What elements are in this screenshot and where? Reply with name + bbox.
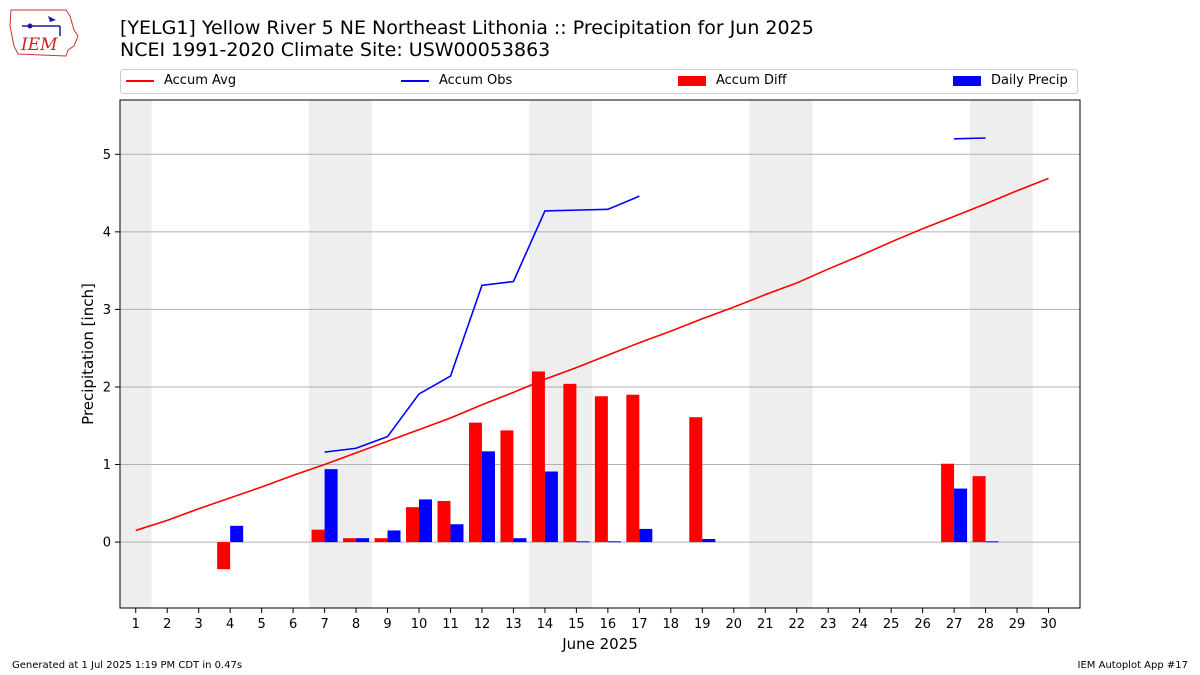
y-tick-label: 4 [103,225,111,240]
legend-swatch [126,79,154,82]
daily-precip-bar [356,538,370,543]
daily-precip-bar [387,530,401,543]
daily-precip-bar [576,541,590,543]
legend-accum-obs: Accum Obs [401,73,512,88]
x-tick-label: 14 [537,617,554,632]
x-tick-label: 19 [694,617,711,632]
daily-precip-bar [702,538,716,543]
accum-diff-bar [531,371,545,543]
weekend-shade [120,100,152,608]
legend-swatch [953,75,981,86]
daily-precip-bar [544,471,558,543]
x-tick-label: 24 [851,617,868,632]
accum-diff-bar [563,383,577,543]
legend-label: Accum Diff [716,73,787,88]
x-tick-label: 20 [725,617,742,632]
y-axis-label: Precipitation [inch] [79,283,97,425]
x-tick-label: 13 [505,617,522,632]
x-tick-label: 1 [132,617,140,632]
x-tick-label: 11 [442,617,459,632]
chart-subtitle: NCEI 1991-2020 Climate Site: USW00053863 [120,39,551,61]
x-tick-label: 21 [757,617,774,632]
x-tick-label: 29 [1009,617,1026,632]
legend: Accum Avg Accum Obs Accum Diff Daily Pre… [120,69,1078,94]
legend-accum-diff: Accum Diff [678,73,787,88]
accum-diff-bar [972,476,986,543]
accum-diff-bar [468,422,482,543]
legend-accum-avg: Accum Avg [126,73,236,88]
x-tick-label: 4 [226,617,234,632]
legend-swatch [401,79,429,82]
x-tick-label: 6 [289,617,297,632]
x-tick-label: 23 [820,617,837,632]
accum-diff-bar [626,394,640,543]
accum-diff-bar [217,542,231,570]
legend-swatch [678,75,706,86]
accum-avg-line [135,177,1049,532]
legend-daily-precip: Daily Precip [953,73,1068,88]
y-tick-label: 2 [103,380,111,395]
x-tick-label: 12 [474,617,491,632]
accum-obs-line [324,195,640,453]
daily-precip-bar [513,538,527,543]
accum-diff-bar [500,430,514,543]
daily-precip-bar [985,541,999,543]
weekend-shade [749,100,813,608]
accum-diff-bar [594,396,608,543]
y-tick-label: 0 [103,536,111,551]
x-tick-label: 10 [411,617,428,632]
x-tick-label: 7 [320,617,328,632]
accum-diff-bar [689,417,703,543]
x-tick-label: 16 [600,617,617,632]
iem-logo: IEM [8,6,82,60]
x-tick-label: 2 [163,617,171,632]
x-tick-label: 3 [195,617,203,632]
x-tick-label: 17 [631,617,648,632]
daily-precip-bar [230,525,244,543]
plot-frame [119,99,1081,609]
legend-label: Accum Avg [164,73,237,88]
accum-diff-bar [374,538,388,543]
x-axis-label: June 2025 [561,635,638,653]
accum-diff-bar [406,507,420,543]
daily-precip-bar [481,451,495,543]
x-tick-label: 26 [914,617,931,632]
y-tick-label: 5 [103,148,111,163]
legend-label: Daily Precip [991,73,1068,88]
weekend-shade [308,100,372,608]
x-tick-label: 18 [663,617,680,632]
daily-precip-bar [450,524,464,543]
x-tick-label: 30 [1040,617,1057,632]
accum-diff-bar [343,538,357,543]
x-tick-label: 8 [352,617,360,632]
daily-precip-bar [607,541,621,543]
accum-diff-bar [311,529,325,543]
x-tick-label: 25 [883,617,900,632]
x-tick-label: 22 [788,617,805,632]
x-tick-label: 5 [257,617,265,632]
app-credit: IEM Autoplot App #17 [1077,660,1188,671]
x-tick-label: 15 [568,617,585,632]
y-tick-label: 1 [103,458,111,473]
x-tick-label: 28 [977,617,994,632]
x-tick-label: 9 [383,617,391,632]
legend-label: Accum Obs [439,73,513,88]
chart-title: [YELG1] Yellow River 5 NE Northeast Lith… [120,17,814,39]
daily-precip-bar [954,488,968,543]
accum-obs-line [954,137,986,140]
accum-diff-bar [941,463,955,543]
logo-text: IEM [20,35,58,55]
daily-precip-bar [639,528,653,543]
daily-precip-bar [324,469,338,543]
daily-precip-bar [419,499,433,543]
generated-note: Generated at 1 Jul 2025 1:19 PM CDT in 0… [12,660,243,671]
accum-diff-bar [437,500,451,543]
x-tick-label: 27 [946,617,963,632]
y-tick-label: 3 [103,303,111,318]
